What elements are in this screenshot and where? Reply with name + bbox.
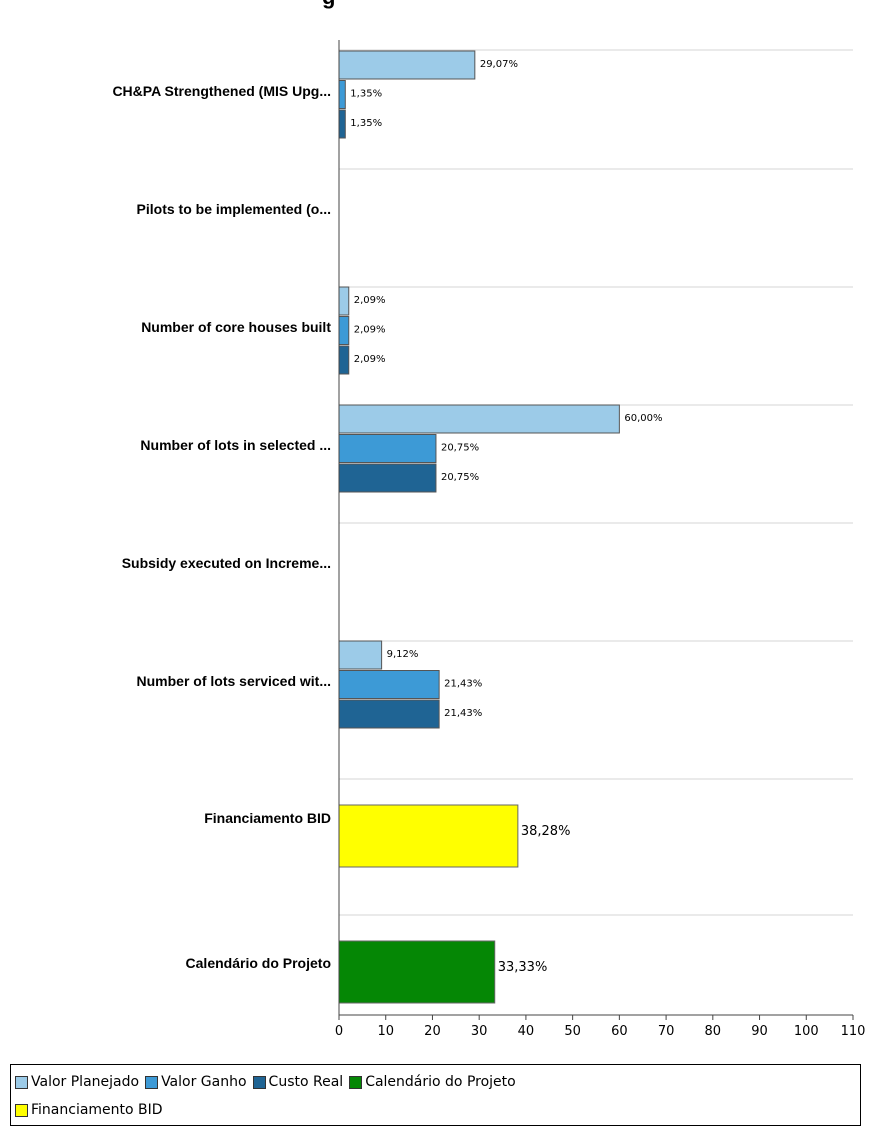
- x-tick-label: 70: [658, 1024, 675, 1039]
- data-label: 33,33%: [498, 960, 548, 975]
- bar-valor-ganho: [338, 80, 346, 109]
- bar-valor-planejado: [338, 286, 350, 316]
- bar-valor-planejado: [338, 640, 383, 670]
- category-label: Calendário do Projeto: [186, 955, 331, 971]
- x-tick-label: 90: [751, 1024, 768, 1039]
- bar-custo-real: [338, 345, 350, 375]
- legend-row: Valor Planejado Valor Ganho Custo Real Cale…: [15, 1068, 856, 1096]
- bar-calend-rio-do-projeto: [338, 940, 496, 1004]
- legend: Valor Planejado Valor Ganho Custo Real Cale…: [10, 1064, 861, 1126]
- legend-swatch: [252, 1075, 266, 1089]
- bar-valor-ganho: [338, 434, 437, 463]
- bar-valor-planejado: [338, 50, 476, 80]
- data-label: 1,35%: [350, 118, 382, 129]
- x-tick-label: 0: [335, 1024, 343, 1039]
- legend-item: Valor Ganho: [145, 1074, 247, 1090]
- x-tick-label: 10: [377, 1024, 394, 1039]
- legend-swatch: [15, 1103, 28, 1117]
- category-label: Financiamento BID: [204, 810, 331, 826]
- category-label: Number of lots in selected ...: [140, 437, 331, 453]
- data-label: 1,35%: [350, 89, 382, 100]
- x-axis: 0 10 20 30 40 50 60 70 80 90 100 110: [335, 40, 866, 1039]
- legend-swatch: [145, 1075, 159, 1089]
- legend-row: Financiamento BID: [15, 1096, 856, 1124]
- category-label: Number of core houses built: [141, 319, 331, 335]
- x-tick-label: 50: [564, 1024, 581, 1039]
- bar-custo-real: [338, 699, 440, 729]
- category-label: Pilots to be implemented (o...: [137, 201, 331, 217]
- category-label: Number of lots serviced wit...: [137, 673, 332, 689]
- data-label: 9,12%: [387, 649, 419, 660]
- x-tick-label: 60: [611, 1024, 628, 1039]
- bar-financiamento-bid: [338, 804, 519, 868]
- data-label: 21,43%: [444, 679, 482, 690]
- legend-item: Calendário do Projeto: [349, 1074, 516, 1090]
- category-label: CH&PA Strengthened (MIS Upg...: [112, 83, 331, 99]
- legend-item: Valor Planejado: [15, 1074, 139, 1090]
- bar-custo-real: [338, 463, 437, 493]
- bar-custo-real: [338, 109, 346, 139]
- data-label: 20,75%: [441, 443, 479, 454]
- data-label: 38,28%: [521, 824, 571, 839]
- bar-valor-ganho: [338, 670, 440, 699]
- x-tick-label: 100: [794, 1024, 819, 1039]
- data-label: 60,00%: [624, 413, 662, 424]
- data-label: 21,43%: [444, 708, 482, 719]
- legend-item: Custo Real: [252, 1074, 344, 1090]
- legend-item: Financiamento BID: [15, 1102, 163, 1118]
- legend-label: Calendário do Projeto: [365, 1074, 516, 1090]
- chart: 29,07% 1,35% 1,35% 2,09% 2,09% 2,09% 60,00% 20,…: [112, 0, 866, 1039]
- bars: 29,07% 1,35% 1,35% 2,09% 2,09% 2,09% 60,00% 20,…: [338, 50, 663, 1004]
- category-labels: CH&PA Strengthened (MIS Upg... Pilots to …: [112, 83, 331, 971]
- legend-swatch: [349, 1075, 363, 1089]
- x-tick-label: 80: [705, 1024, 722, 1039]
- x-tick-label: 40: [518, 1024, 535, 1039]
- bar-valor-planejado: [338, 404, 620, 434]
- category-label: Subsidy executed on Increme...: [122, 555, 331, 571]
- x-tick-label: 20: [424, 1024, 441, 1039]
- legend-label: Financiamento BID: [31, 1102, 163, 1118]
- x-tick-label: 110: [841, 1024, 866, 1039]
- chart-title-fragment: g: [322, 0, 335, 9]
- legend-label: Valor Planejado: [31, 1074, 140, 1090]
- x-tick-label: 30: [471, 1024, 488, 1039]
- data-label: 2,09%: [354, 295, 386, 306]
- data-label: 2,09%: [354, 354, 386, 365]
- legend-label: Valor Ganho: [161, 1074, 247, 1090]
- legend-swatch: [15, 1075, 28, 1089]
- legend-label: Custo Real: [268, 1074, 344, 1090]
- data-label: 29,07%: [480, 59, 518, 70]
- data-label: 20,75%: [441, 472, 479, 483]
- data-label: 2,09%: [354, 325, 386, 336]
- bar-valor-ganho: [338, 316, 350, 345]
